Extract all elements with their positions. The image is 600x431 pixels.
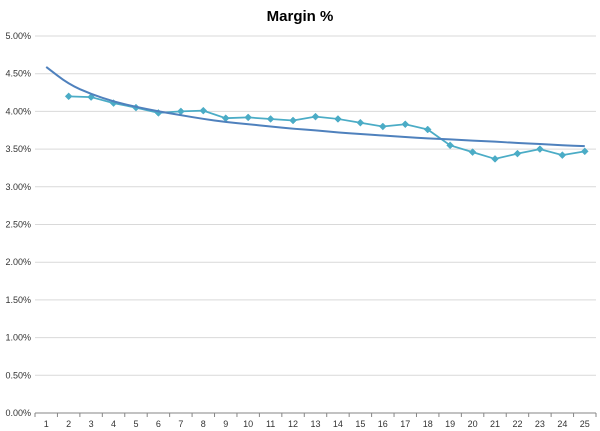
data-point-marker — [423, 125, 432, 134]
data-point-marker — [356, 118, 365, 127]
x-tick-label: 13 — [310, 419, 320, 429]
y-tick-label: 1.00% — [5, 333, 31, 343]
data-series — [64, 92, 589, 163]
y-tick-label: 4.50% — [5, 69, 31, 79]
data-point-marker — [513, 149, 522, 158]
x-tick-label: 8 — [201, 419, 206, 429]
data-point-marker — [558, 151, 567, 159]
data-point-marker — [199, 106, 208, 115]
x-tick-label: 22 — [512, 419, 522, 429]
x-tick-label: 6 — [156, 419, 161, 429]
data-point-marker — [289, 116, 297, 125]
x-tick-label: 24 — [557, 419, 567, 429]
trendline-series — [45, 66, 585, 148]
y-tick-label: 0.00% — [5, 408, 31, 418]
x-tick-label: 7 — [178, 419, 183, 429]
x-tick-label: 1 — [44, 419, 49, 429]
data-point-marker — [536, 145, 544, 153]
series-line — [68, 95, 585, 160]
data-point-marker — [378, 122, 387, 131]
data-point-marker — [266, 115, 275, 123]
data-point-marker — [401, 120, 410, 129]
x-tick-label: 25 — [580, 419, 590, 429]
x-tick-label: 18 — [423, 419, 433, 429]
y-tick-label: 2.50% — [5, 220, 31, 230]
x-tick-label: 17 — [400, 419, 410, 429]
x-tick-label: 11 — [266, 419, 275, 429]
y-tick-label: 2.00% — [5, 257, 31, 267]
y-tick-label: 3.50% — [5, 144, 31, 154]
data-point-marker — [64, 92, 73, 101]
data-point-marker — [491, 155, 499, 163]
chart-title: Margin % — [266, 8, 334, 25]
trendline — [45, 66, 585, 148]
x-tick-label: 20 — [468, 419, 478, 429]
data-point-marker — [446, 141, 454, 150]
x-tick-label: 5 — [133, 419, 138, 429]
y-tick-label: 0.50% — [5, 370, 31, 380]
data-point-marker — [244, 113, 253, 122]
y-tick-label: 4.00% — [5, 106, 31, 116]
y-tick-label: 3.00% — [5, 182, 31, 192]
x-tick-label: 12 — [288, 419, 298, 429]
data-point-marker — [468, 148, 477, 156]
x-tick-label: 14 — [333, 419, 343, 429]
x-tick-label: 9 — [223, 419, 228, 429]
data-point-marker — [334, 115, 342, 123]
x-tick-label: 21 — [490, 419, 500, 429]
x-tick-label: 3 — [89, 419, 94, 429]
x-tick-label: 10 — [243, 419, 253, 429]
x-tick-label: 15 — [355, 419, 365, 429]
x-tick-label: 4 — [111, 419, 116, 429]
y-tick-label: 1.50% — [5, 295, 31, 305]
data-point-marker — [311, 112, 320, 121]
x-tick-label: 19 — [445, 419, 455, 429]
data-point-marker — [580, 147, 589, 156]
x-tick-label: 23 — [535, 419, 545, 429]
x-tick-label: 16 — [378, 419, 388, 429]
y-tick-label: 5.00% — [5, 31, 31, 41]
x-tick-label: 2 — [66, 419, 71, 429]
